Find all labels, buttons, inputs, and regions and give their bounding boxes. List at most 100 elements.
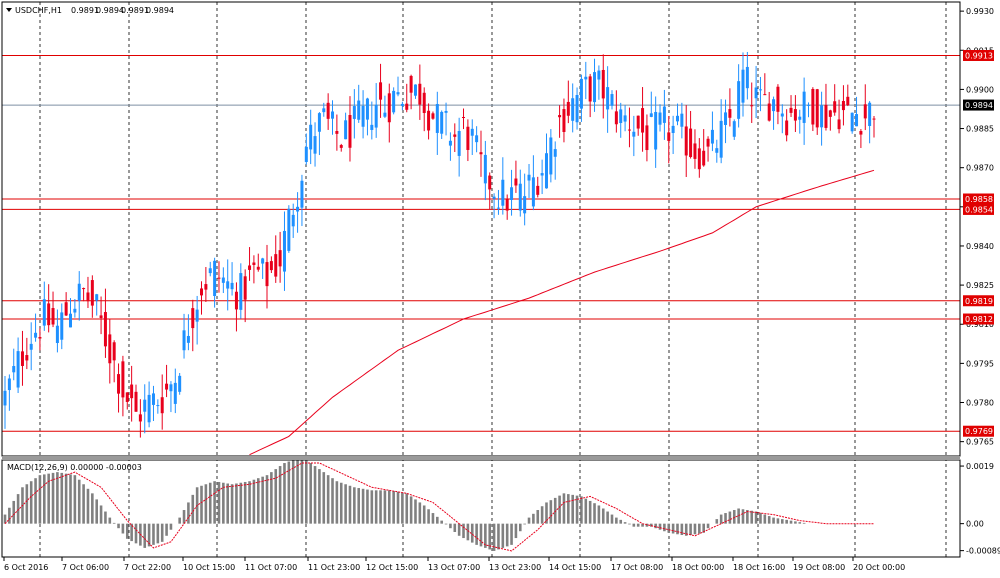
level-tag: [963, 203, 994, 215]
candle-body: [405, 103, 409, 110]
candle-body: [195, 309, 199, 322]
candle-body: [549, 137, 553, 175]
candle-body: [466, 126, 470, 150]
candle-body: [496, 207, 500, 209]
time-tick-label: 6 Oct 2016: [4, 563, 48, 572]
candle-body: [396, 92, 400, 95]
candle-body: [868, 102, 872, 126]
candle-body: [413, 84, 417, 96]
candle-body: [479, 152, 483, 155]
candle-body: [536, 185, 540, 195]
candle-body: [130, 384, 134, 399]
candle-body: [69, 313, 73, 328]
candle-body: [304, 146, 308, 162]
candle-body: [828, 110, 832, 117]
candle-body: [221, 277, 225, 283]
current-price-tag: [963, 99, 994, 111]
candle-body: [540, 173, 544, 176]
candle-body: [418, 83, 422, 105]
candle-body: [208, 268, 212, 274]
candle-body: [859, 131, 863, 135]
candle-body: [20, 351, 24, 366]
price-tick-label: 0.9780: [966, 399, 994, 408]
candle-body: [134, 391, 138, 412]
candle-body: [675, 115, 679, 122]
candle-body: [317, 113, 321, 132]
level-tag: [963, 49, 994, 61]
candle-body: [702, 150, 706, 166]
candle-body: [331, 111, 335, 119]
candle-body: [531, 177, 535, 207]
time-tick-label: 14 Oct 15:00: [549, 563, 601, 572]
candle-body: [213, 260, 217, 296]
candle-body: [274, 254, 278, 277]
candle-body: [261, 258, 265, 264]
candle-body: [234, 291, 238, 310]
macd-panel: [3, 456, 874, 552]
candle-body: [103, 312, 107, 347]
level-tag-label: 0.9858: [965, 195, 993, 204]
candle-body: [440, 111, 444, 134]
candle-body: [815, 89, 819, 128]
candle-body: [772, 99, 776, 112]
macd-label: MACD(12,26,9) 0.00000 -0.00003: [7, 463, 142, 472]
candle-body: [73, 308, 77, 313]
price-tick-label: 0.9930: [966, 7, 994, 16]
candle-body: [833, 101, 837, 113]
candle-body: [313, 136, 317, 154]
candle-body: [12, 366, 16, 373]
candle-body: [793, 109, 797, 121]
candle-body: [619, 109, 623, 124]
candle-body: [518, 183, 522, 211]
candle-body: [841, 100, 845, 111]
candle-body: [658, 112, 662, 125]
level-tag-label: 0.9812: [965, 315, 993, 324]
chevron-down-icon[interactable]: [6, 8, 12, 12]
candle-body: [453, 134, 457, 137]
candle-body: [344, 120, 348, 140]
candle-body: [55, 325, 59, 344]
candle-body: [25, 355, 29, 361]
candle-body: [514, 178, 518, 186]
candle-body: [125, 392, 129, 402]
panel-frames: [1, 1, 961, 558]
candle-body: [86, 292, 90, 302]
candle-body: [741, 69, 745, 103]
candle-body: [7, 378, 11, 391]
candle-body: [182, 330, 186, 351]
candle-body: [409, 75, 413, 93]
candle-body: [444, 110, 448, 113]
candle-body: [3, 390, 7, 406]
candle-body: [173, 382, 177, 404]
candle-body: [662, 106, 666, 123]
candle-body: [322, 108, 326, 113]
candle-body: [872, 118, 876, 120]
candle-body: [693, 143, 697, 159]
candle-body: [802, 91, 806, 123]
candle-body: [850, 112, 854, 132]
candle-body: [680, 113, 684, 127]
candle-body: [448, 140, 452, 146]
candle-body: [200, 288, 204, 296]
candle-body: [855, 114, 859, 127]
candle-body: [147, 394, 151, 423]
candle-body: [684, 126, 688, 156]
time-tick-label: 18 Oct 16:00: [733, 563, 785, 572]
candle-body: [750, 105, 754, 107]
candle-body: [51, 308, 55, 325]
candle-body: [715, 148, 719, 153]
price-tick-label: 0.9840: [966, 242, 994, 251]
candle-body: [601, 69, 605, 99]
time-tick-label: 18 Oct 00:00: [672, 563, 724, 572]
moving-average: [249, 169, 875, 456]
candle-body: [724, 112, 728, 125]
candle-body: [435, 104, 439, 133]
candle-body: [820, 105, 824, 128]
candle-body: [706, 138, 710, 147]
candle-body: [42, 299, 46, 326]
candle-body: [584, 76, 588, 80]
level-tag: [963, 193, 994, 205]
